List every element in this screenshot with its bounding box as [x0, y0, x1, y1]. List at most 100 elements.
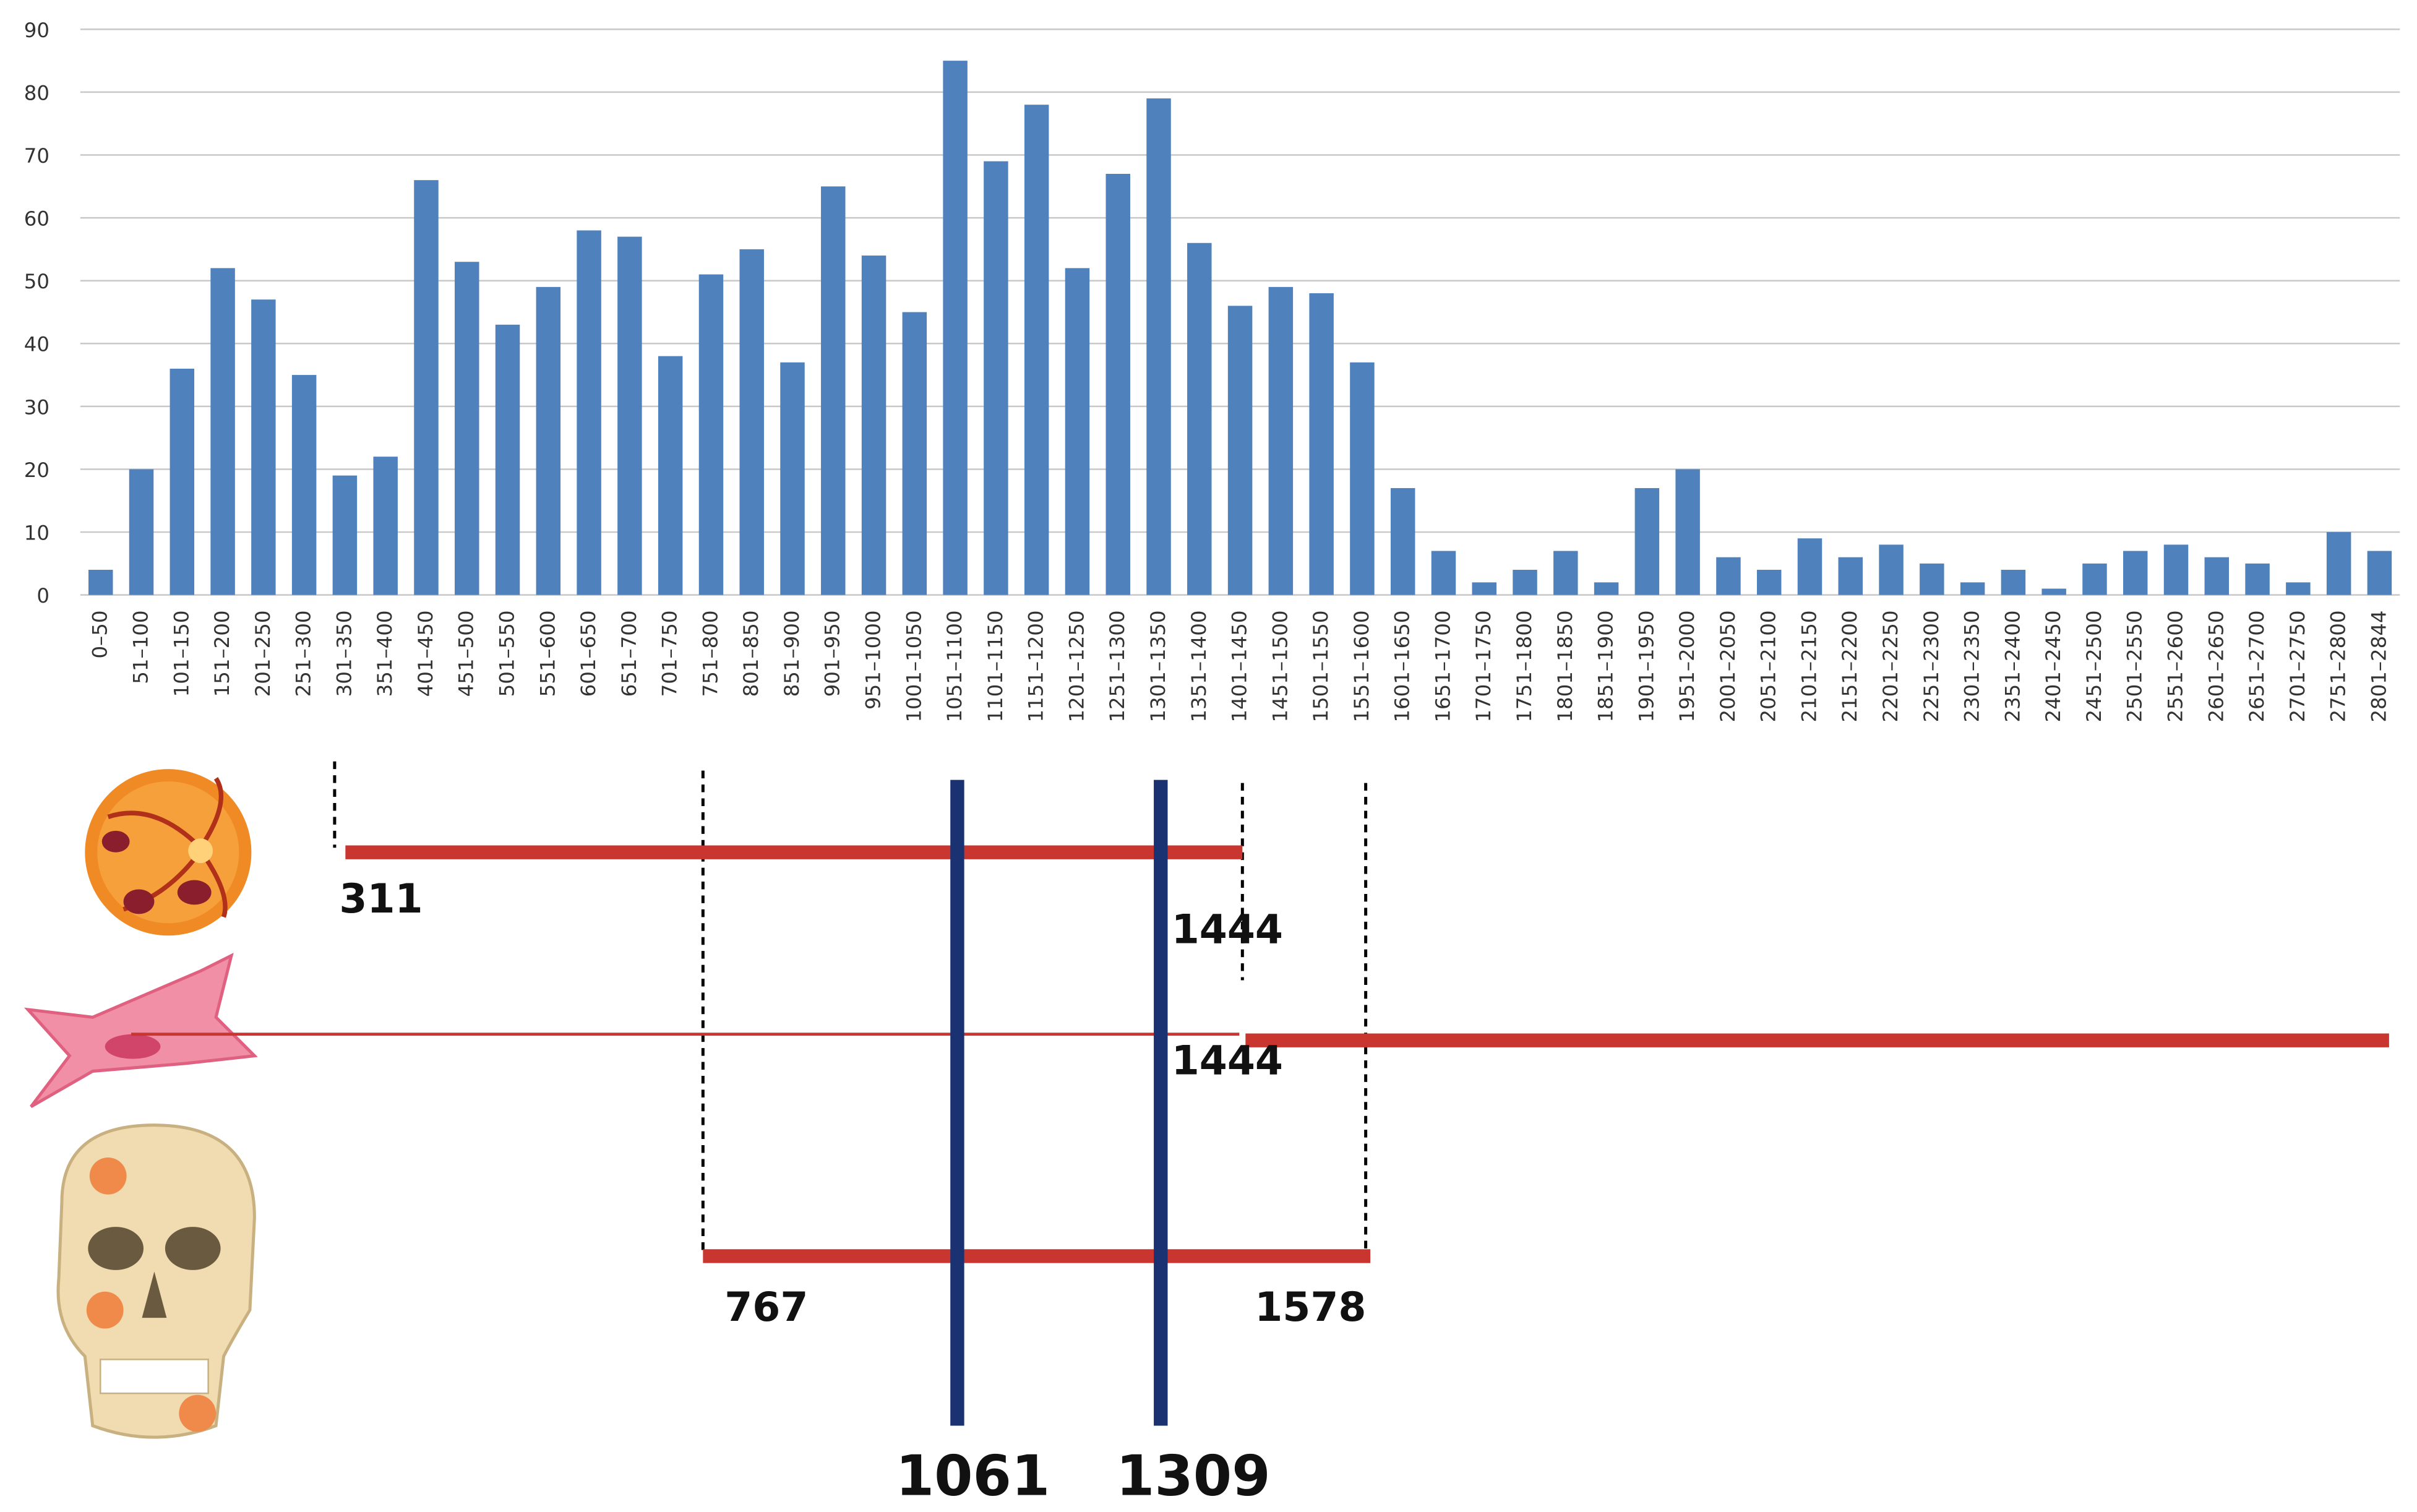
bar	[1920, 563, 1944, 595]
x-tick-label: 1051–1100	[943, 611, 966, 723]
x-tick-label: 501–550	[495, 611, 518, 697]
bar	[88, 570, 113, 595]
bar	[1390, 488, 1415, 595]
bar	[1105, 173, 1130, 595]
bar	[2082, 563, 2107, 595]
x-tick-label: 1351–1400	[1187, 611, 1211, 723]
x-tick-label: 2601–2650	[2204, 611, 2228, 723]
x-tick-label: 1601–1650	[1391, 611, 1414, 723]
y-tick-label: 70	[24, 144, 49, 168]
bar	[332, 475, 358, 595]
bar	[658, 356, 683, 595]
x-tick-label: 1951–2000	[1675, 611, 1699, 723]
x-tick-label: 2801–2844	[2367, 611, 2390, 723]
range-label: 1309	[1116, 1445, 1271, 1509]
bar	[2204, 557, 2230, 595]
y-tick-label: 80	[24, 81, 49, 105]
x-tick-label: 851–900	[780, 611, 804, 697]
x-tick-label: 1451–1500	[1268, 611, 1292, 723]
bar	[373, 457, 398, 595]
bar	[1472, 582, 1496, 595]
bar	[2123, 551, 2148, 595]
bar	[821, 186, 846, 595]
bar	[577, 230, 601, 595]
y-tick-label: 20	[24, 458, 49, 482]
bar	[2367, 551, 2392, 595]
x-tick-label: 1001–1050	[902, 611, 925, 723]
x-tick-label: 2401–2450	[2041, 611, 2065, 723]
x-tick-label: 0–50	[88, 611, 112, 659]
x-tick-label: 1151–1200	[1024, 611, 1048, 723]
x-tick-label: 1101–1150	[984, 611, 1007, 723]
bar	[1146, 98, 1171, 595]
bar	[414, 180, 439, 595]
y-tick-label: 40	[24, 333, 49, 356]
range-label: 1444	[1172, 907, 1283, 953]
y-tick-label: 10	[24, 522, 49, 545]
x-tick-label: 251–300	[292, 611, 316, 697]
x-tick-label: 351–400	[373, 611, 397, 697]
bar	[1350, 362, 1375, 595]
range-label: 1578	[1255, 1284, 1366, 1331]
x-tick-label: 2351–2400	[2001, 611, 2024, 723]
bar	[1268, 286, 1294, 595]
x-tick-label: 2451–2500	[2082, 611, 2106, 723]
x-tick-label: 151–200	[210, 611, 234, 697]
bar	[291, 375, 317, 595]
bar	[1227, 306, 1253, 595]
x-tick-label: 2201–2250	[1879, 611, 1902, 723]
y-tick-label: 90	[24, 19, 49, 42]
bar	[1513, 570, 1537, 595]
skull-icon	[56, 1123, 256, 1439]
x-tick-label: 1701–1750	[1472, 611, 1495, 723]
x-tick-label: 551–600	[536, 611, 559, 697]
x-tick-label: 2101–2150	[1797, 611, 1821, 723]
x-tick-label: 701–750	[658, 611, 682, 697]
bar	[129, 469, 154, 595]
y-tick-label: 60	[24, 207, 49, 231]
bar	[902, 312, 927, 595]
x-tick-label: 451–500	[455, 611, 478, 697]
bar	[455, 262, 479, 595]
x-tick-label: 751–800	[698, 611, 722, 697]
bar	[943, 61, 968, 595]
x-tick-label: 1501–1550	[1309, 611, 1333, 723]
bar	[2245, 563, 2270, 595]
x-tick-label: 301–350	[332, 611, 356, 697]
bar	[2001, 570, 2026, 595]
x-tick-label: 51–100	[129, 611, 152, 684]
bar	[780, 362, 805, 595]
bar	[536, 286, 561, 595]
bar	[1024, 105, 1049, 595]
range-label: 1444	[1172, 1037, 1283, 1084]
bar	[617, 236, 642, 595]
x-tick-label: 2151–2200	[1838, 611, 1861, 723]
x-tick-label: 101–150	[170, 611, 193, 697]
x-tick-label: 1301–1350	[1146, 611, 1170, 723]
bar	[1756, 570, 1782, 595]
bar	[1838, 557, 1863, 595]
range-label: 311	[339, 876, 423, 922]
bar	[2041, 588, 2066, 595]
bar	[698, 274, 724, 595]
x-tick-label: 1551–1600	[1350, 611, 1373, 723]
x-tick-label: 201–250	[251, 611, 275, 697]
bar	[2326, 532, 2351, 595]
bar	[1675, 469, 1700, 595]
x-tick-label: 1801–1850	[1553, 611, 1577, 723]
x-tick-label: 1851–1900	[1594, 611, 1618, 723]
x-tick-label: 2301–2350	[1960, 611, 1984, 723]
x-tick-label: 401–450	[414, 611, 437, 697]
bar	[2286, 582, 2311, 595]
y-tick-label: 50	[24, 270, 49, 293]
bar	[2163, 544, 2189, 595]
x-tick-label: 2551–2600	[2163, 611, 2187, 723]
bar	[1716, 557, 1741, 595]
range-label: 1061	[896, 1445, 1050, 1509]
x-tick-label: 2701–2750	[2286, 611, 2309, 723]
x-tick-label: 2651–2700	[2245, 611, 2269, 723]
x-tick-label: 1751–1800	[1513, 611, 1536, 723]
bar	[1960, 582, 1985, 595]
x-tick-label: 1401–1450	[1228, 611, 1251, 723]
x-tick-label: 2751–2800	[2327, 611, 2350, 723]
